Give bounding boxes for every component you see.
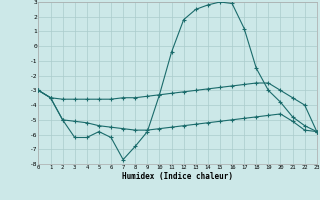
X-axis label: Humidex (Indice chaleur): Humidex (Indice chaleur) [122,172,233,181]
